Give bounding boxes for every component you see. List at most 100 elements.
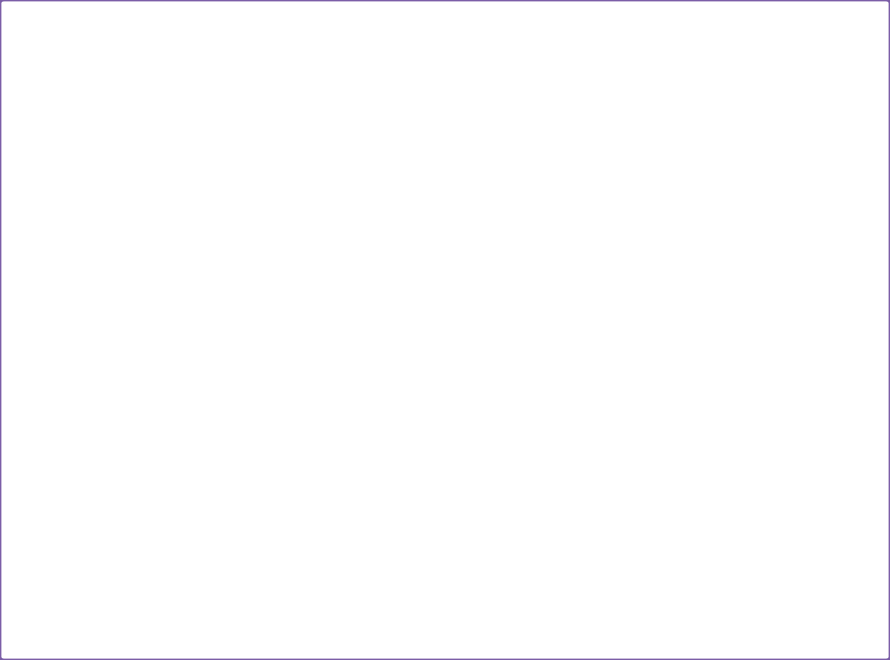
- FancyBboxPatch shape: [135, 22, 336, 139]
- Circle shape: [181, 620, 187, 625]
- Circle shape: [184, 409, 200, 420]
- FancyBboxPatch shape: [650, 143, 773, 223]
- Circle shape: [525, 529, 558, 554]
- FancyBboxPatch shape: [557, 161, 577, 176]
- FancyBboxPatch shape: [588, 381, 843, 404]
- Text: [Fe(CN)$_6$]$^{3-}$: [Fe(CN)$_6$]$^{3-}$: [321, 440, 371, 454]
- FancyBboxPatch shape: [249, 207, 344, 236]
- Circle shape: [473, 294, 488, 304]
- Circle shape: [408, 639, 423, 649]
- FancyBboxPatch shape: [149, 397, 288, 431]
- Circle shape: [219, 546, 227, 552]
- FancyBboxPatch shape: [4, 434, 31, 464]
- FancyBboxPatch shape: [522, 84, 542, 98]
- Text: Fe: Fe: [612, 514, 630, 528]
- Circle shape: [206, 580, 214, 587]
- Circle shape: [284, 626, 307, 643]
- Circle shape: [222, 587, 228, 591]
- Circle shape: [390, 518, 401, 527]
- Text: CE: CE: [23, 34, 33, 40]
- Circle shape: [523, 291, 541, 304]
- Circle shape: [390, 642, 401, 651]
- FancyBboxPatch shape: [20, 31, 85, 66]
- Circle shape: [104, 555, 113, 562]
- Text: ■: ■: [346, 474, 352, 478]
- Text: b: b: [13, 343, 29, 363]
- Circle shape: [24, 539, 33, 545]
- Text: Current: Current: [153, 43, 176, 48]
- Circle shape: [0, 378, 119, 465]
- Circle shape: [31, 403, 83, 440]
- Circle shape: [19, 609, 30, 617]
- Circle shape: [347, 180, 368, 195]
- Circle shape: [567, 532, 575, 539]
- Circle shape: [529, 544, 540, 552]
- FancyBboxPatch shape: [295, 216, 360, 231]
- Circle shape: [457, 523, 489, 547]
- Circle shape: [130, 603, 147, 614]
- Circle shape: [196, 529, 203, 534]
- Circle shape: [371, 626, 382, 634]
- Circle shape: [687, 44, 726, 73]
- FancyBboxPatch shape: [549, 304, 568, 317]
- Circle shape: [385, 635, 403, 647]
- Circle shape: [514, 588, 542, 609]
- FancyBboxPatch shape: [432, 281, 511, 317]
- FancyBboxPatch shape: [432, 126, 511, 162]
- Circle shape: [108, 543, 122, 553]
- Circle shape: [455, 87, 469, 97]
- Text: ⬡: ⬡: [312, 416, 325, 431]
- Circle shape: [359, 560, 375, 572]
- Circle shape: [473, 190, 488, 201]
- Circle shape: [29, 533, 45, 544]
- Circle shape: [227, 624, 238, 632]
- Circle shape: [43, 519, 56, 529]
- Circle shape: [11, 571, 25, 581]
- Text: c2: c2: [199, 569, 206, 574]
- Circle shape: [339, 608, 357, 620]
- Circle shape: [337, 528, 350, 537]
- Circle shape: [82, 556, 97, 568]
- Text: SepSen
membrane: SepSen membrane: [846, 348, 890, 368]
- Circle shape: [341, 552, 356, 564]
- Circle shape: [239, 567, 261, 583]
- Text: +: +: [150, 474, 155, 478]
- Text: RE: RE: [61, 34, 70, 40]
- Circle shape: [136, 620, 147, 628]
- Text: Nanochannel for
biosensing: Nanochannel for biosensing: [737, 448, 812, 468]
- FancyBboxPatch shape: [589, 434, 842, 443]
- FancyBboxPatch shape: [432, 230, 511, 265]
- Circle shape: [23, 604, 33, 610]
- Circle shape: [550, 628, 562, 637]
- Circle shape: [114, 523, 129, 535]
- FancyBboxPatch shape: [419, 212, 523, 230]
- Circle shape: [9, 575, 27, 587]
- Circle shape: [482, 87, 497, 97]
- Circle shape: [213, 531, 223, 539]
- Circle shape: [341, 558, 362, 574]
- Circle shape: [550, 207, 567, 220]
- Circle shape: [496, 520, 521, 538]
- Circle shape: [541, 65, 558, 78]
- Circle shape: [231, 544, 239, 550]
- Circle shape: [558, 560, 582, 578]
- Circle shape: [78, 597, 87, 604]
- Circle shape: [41, 532, 50, 539]
- Circle shape: [403, 599, 413, 605]
- Circle shape: [190, 564, 201, 572]
- Text: Time: Time: [296, 119, 312, 124]
- Circle shape: [517, 626, 528, 634]
- Circle shape: [254, 581, 265, 589]
- FancyBboxPatch shape: [12, 296, 93, 325]
- FancyBboxPatch shape: [589, 385, 842, 394]
- Circle shape: [240, 578, 257, 589]
- Circle shape: [509, 522, 522, 532]
- Text: ⬡: ⬡: [312, 383, 325, 397]
- Text: -: -: [234, 410, 238, 419]
- FancyBboxPatch shape: [531, 251, 551, 266]
- FancyBboxPatch shape: [4, 373, 31, 403]
- Circle shape: [576, 117, 594, 129]
- FancyBboxPatch shape: [599, 511, 736, 650]
- Text: Electrocatalysis: Electrocatalysis: [781, 176, 868, 186]
- Circle shape: [135, 589, 142, 595]
